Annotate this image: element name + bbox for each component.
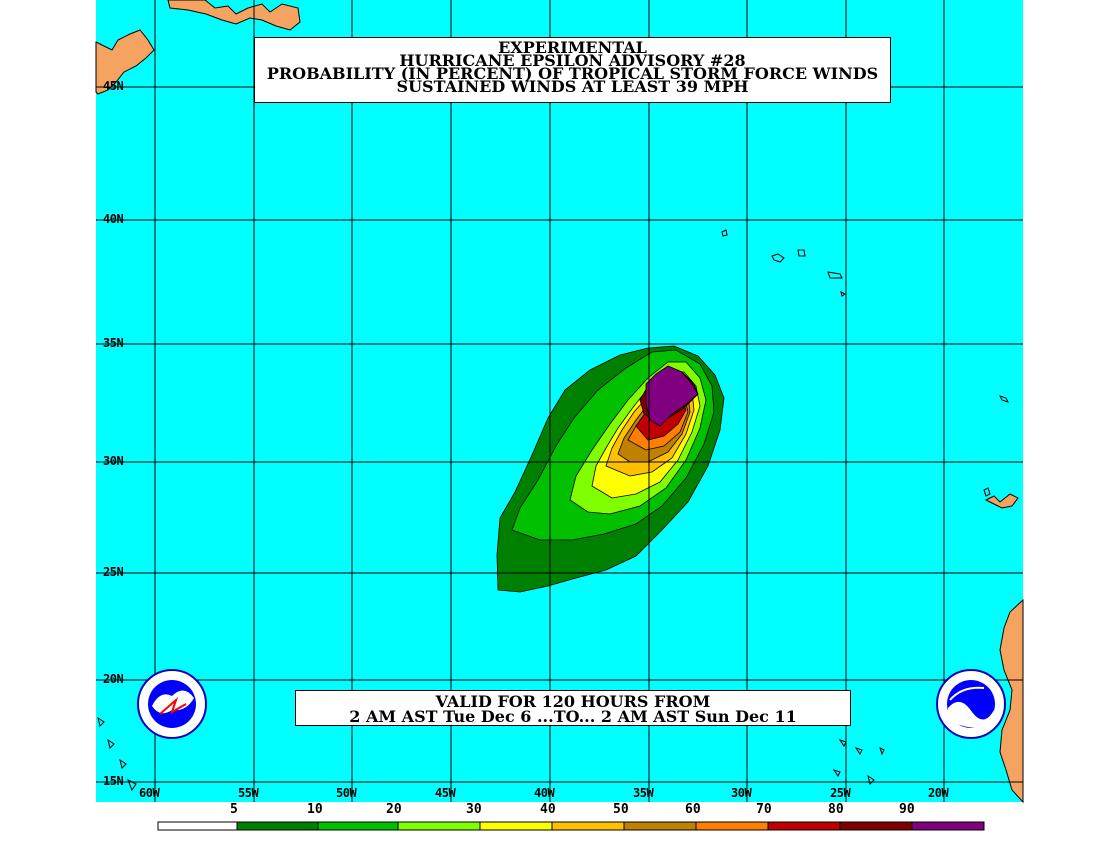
lon-label-35: 35W [633, 786, 654, 800]
legend-label-60: 60 [685, 802, 701, 817]
lat-label-30: 30N [103, 454, 124, 468]
lat-label-45: 45N [103, 79, 124, 93]
canary-islands [984, 493, 1019, 509]
valid-line-1: VALID FOR 120 HOURS FROM [435, 692, 711, 711]
legend-swatch-40 [551, 821, 625, 831]
title-line-3: PROBABILITY (IN PERCENT) OF TROPICAL STO… [266, 64, 879, 83]
legend-swatch-50 [623, 821, 697, 831]
legend-swatch-80 [839, 821, 913, 831]
legend-label-30: 30 [466, 802, 482, 817]
legend-swatch-70 [767, 821, 841, 831]
valid-time-box: VALID FOR 120 HOURS FROM 2 AM AST Tue De… [295, 690, 851, 726]
legend-label-5: 5 [230, 802, 238, 817]
title-line-2: HURRICANE EPSILON ADVISORY #28 [399, 51, 746, 70]
title-box: EXPERIMENTAL HURRICANE EPSILON ADVISORY … [254, 37, 891, 103]
lat-label-35: 35N [103, 336, 124, 350]
title-line-1: EXPERIMENTAL [498, 38, 647, 57]
legend-swatch-0 [157, 821, 238, 831]
nova-scotia-land [95, 29, 155, 95]
africa-land [999, 598, 1024, 804]
legend-swatch-20 [397, 821, 481, 831]
lon-label-25: 25W [830, 786, 851, 800]
legend-swatch-5 [236, 821, 319, 831]
nws-logo [137, 669, 207, 739]
lon-label-55: 55W [238, 786, 259, 800]
lat-label-25: 25N [103, 565, 124, 579]
grid-lines [96, 0, 1023, 802]
legend-label-80: 80 [828, 802, 844, 817]
lon-label-50: 50W [336, 786, 357, 800]
probability-contours [496, 345, 725, 593]
newfoundland-land [167, 0, 301, 31]
title-line-4: SUSTAINED WINDS AT LEAST 39 MPH [396, 77, 749, 96]
legend-label-40: 40 [540, 802, 556, 817]
legend-label-10: 10 [307, 802, 323, 817]
land [95, 0, 1024, 804]
lat-label-15: 15N [103, 774, 124, 788]
lon-label-20: 20W [928, 786, 949, 800]
legend-label-70: 70 [756, 802, 772, 817]
valid-line-2: 2 AM AST Tue Dec 6 ...TO... 2 AM AST Sun… [349, 707, 797, 726]
lat-label-20: 20N [103, 672, 124, 686]
legend-swatch-30 [479, 821, 553, 831]
legend-label-90: 90 [899, 802, 915, 817]
lon-label-60: 60W [139, 786, 160, 800]
legend-bar [157, 821, 985, 831]
lon-label-45: 45W [435, 786, 456, 800]
legend-swatch-10 [317, 821, 399, 831]
lon-label-30: 30W [731, 786, 752, 800]
legend-swatch-90 [911, 821, 985, 831]
legend-label-50: 50 [613, 802, 629, 817]
legend-swatch-60 [695, 821, 769, 831]
lat-label-40: 40N [103, 212, 124, 226]
lon-label-40: 40W [534, 786, 555, 800]
legend-label-20: 20 [386, 802, 402, 817]
islands [97, 229, 1009, 792]
noaa-logo [936, 669, 1006, 739]
